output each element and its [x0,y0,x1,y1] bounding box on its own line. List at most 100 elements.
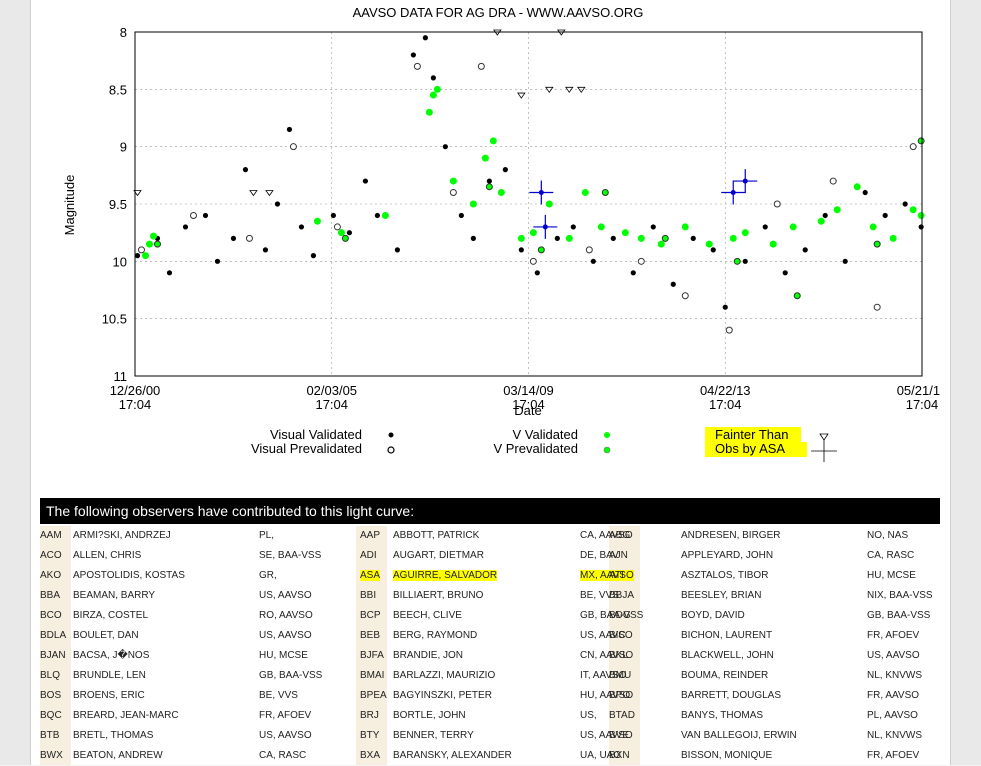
data-point [346,230,353,236]
data-point [902,201,908,207]
x-tick-date: 03/14/09 [503,383,554,398]
data-point [822,212,828,219]
observer-code: BBJA [609,590,635,601]
observer-code: AJN [609,550,628,561]
observer-name: BOUMA, REINDER [681,670,769,681]
observer-code: BMAI [360,670,385,681]
data-point [313,217,321,225]
y-tick-label: 10 [113,254,127,269]
observer-code: BOS [40,690,62,701]
observer-code: ABG [609,530,631,541]
data-point [538,190,544,196]
data-point [517,234,525,242]
data-point [917,137,925,145]
code-column-band-3 [609,526,640,765]
observer-country: NIX, BAA-VSS [867,590,933,601]
observer-country: GB, BAA-VSS [580,610,644,621]
legend-v-prevalidated-label: V Prevalidated [493,441,578,456]
data-point [554,235,560,241]
data-point [166,270,173,276]
observer-code: BDG [609,610,631,621]
observer-name: BACSA, J�NOS [73,650,150,661]
data-point [853,183,861,191]
observer-name: ABBOTT, PATRICK [393,530,480,541]
observer-name: ARMI?SKI, ANDRZEJ [73,530,171,541]
data-point [742,258,748,264]
observer-name: BEESLEY, BRIAN [681,590,762,601]
data-point [725,326,733,334]
data-point [410,52,416,58]
observer-row: BLQ BRUNDLE, LEN GB, BAA-VSS BMAI BARLAZZI, … [40,666,940,686]
data-point [362,178,369,184]
observer-country: IT, AAVSO [580,670,627,681]
observer-row: BWX BEATON, ANDREW CA, RASC BXA BARANSKY, AL… [40,746,940,766]
observer-name: BEATON, ANDREW [73,750,163,761]
observer-name: APOSTOLIDIS, KOSTAS [73,570,185,581]
data-point [909,143,917,151]
data-point [769,240,777,248]
code-column-band-2 [356,526,387,765]
data-point [817,217,825,225]
x-tick-date: 05/21/17 [897,383,940,398]
observer-country: RO, AAVSO [259,610,313,621]
data-point [145,240,153,248]
observer-country: US, AAVSO [867,650,920,661]
data-point [585,246,593,254]
data-point [581,189,589,197]
observer-row: BJAN BACSA, J�NOS HU, MCSE BJFA BRANDIE, JON… [40,646,940,666]
observer-code: BJAN [40,650,66,661]
series-3 [153,137,925,300]
observer-name: BOYD, DAVID [681,610,745,621]
legend-v-validated-marker [604,432,610,438]
data-point [730,190,736,196]
observer-code: ADI [360,550,377,561]
data-point [470,235,476,241]
data-point [670,281,676,287]
observer-code: ASA [360,570,381,581]
data-point [637,234,645,242]
data-point [149,232,157,240]
data-point [249,190,258,197]
observer-country: CA, RASC [259,750,307,761]
data-point [262,247,269,253]
observer-name: BARLAZZI, MAURIZIO [393,670,496,681]
data-point [793,292,801,300]
data-point [917,211,925,219]
observer-code: BXA [360,750,381,761]
observer-country: MX, AAVSO [580,570,634,581]
series-1 [137,62,917,334]
observer-name: AGUIRRE, SALVADOR [393,570,498,581]
observer-country: GR, [259,570,277,581]
data-point [782,270,788,276]
data-point [873,240,881,248]
data-point [741,229,749,237]
data-point [733,257,741,265]
observer-code: BDLA [40,630,67,641]
x-axis-label: Date [514,403,541,418]
data-point [545,200,553,208]
data-point [230,235,237,241]
data-point [517,92,526,99]
observer-name: BRETL, THOMAS [73,730,154,741]
x-tick-date: 12/26/00 [110,383,161,398]
data-points [133,29,925,334]
observer-country: BE, VVS [580,590,619,601]
data-point [742,178,748,184]
observer-country: US, AAVSO [580,630,633,641]
observer-code: BCO [40,610,62,621]
data-point [657,240,665,248]
observer-code: BTB [40,730,60,741]
observer-code: BBA [40,590,61,601]
data-point [274,201,281,207]
observer-country: PL, AAVSO [867,710,918,721]
data-point [637,257,645,265]
data-point [529,257,537,265]
data-point [518,247,524,253]
observer-name: VAN BALLEGOIJ, ERWIN [681,730,797,741]
data-point [681,223,689,231]
observer-name: BOULET, DAN [73,630,139,641]
data-point [889,234,897,242]
data-point [413,62,421,70]
data-point [153,240,161,248]
